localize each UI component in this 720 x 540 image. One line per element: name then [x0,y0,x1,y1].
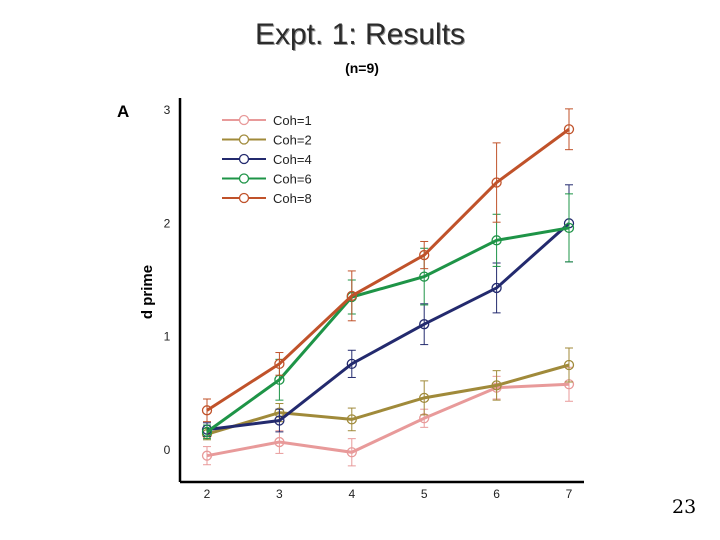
data-point [419,249,430,261]
data-point [346,447,357,458]
y-axis-label: d prime [139,265,156,319]
data-point [563,222,575,234]
series-line [206,363,570,436]
y-tick-label: 0 [164,443,171,457]
x-tick-label: 5 [421,487,428,501]
data-point [419,271,430,282]
legend-label: Coh=8 [273,191,312,206]
data-point [491,235,502,246]
series-line [206,382,570,458]
data-point [419,392,430,404]
legend-marker [238,173,250,184]
legend-label: Coh=4 [273,152,312,167]
y-tick-label: 1 [164,330,171,344]
data-point [346,290,357,302]
series-line [206,226,570,434]
data-point [491,282,502,294]
data-point [274,358,285,370]
legend-label: Coh=1 [273,113,312,128]
data-point [346,414,357,425]
data-point [201,450,213,461]
panel-label: A [117,102,129,121]
y-tick-label: 3 [164,103,171,117]
data-point [491,177,502,188]
legend-label: Coh=2 [273,133,312,148]
data-point [419,319,430,330]
x-tick-label: 2 [204,487,211,501]
legend-marker [238,192,250,204]
data-point [491,380,502,391]
page-number: 23 [672,496,697,518]
y-tick-label: 2 [164,216,171,230]
legend-label: Coh=6 [273,172,312,187]
page-title: Expt. 1: Results [254,18,466,51]
data-point [346,358,357,370]
legend-marker [238,134,250,145]
data-point [274,436,285,448]
series-line [206,128,570,412]
data-point [563,124,575,135]
series-line [206,222,570,432]
x-tick-label: 3 [276,487,283,501]
data-point [563,359,575,371]
x-tick-label: 7 [566,487,573,501]
legend-marker [238,153,250,165]
data-point [201,426,213,438]
data-point [201,405,213,416]
data-point [274,415,285,426]
legend-marker [238,114,250,126]
x-tick-label: 4 [348,487,355,501]
page-subtitle: (n=9) [345,60,379,76]
x-tick-label: 6 [493,487,500,501]
